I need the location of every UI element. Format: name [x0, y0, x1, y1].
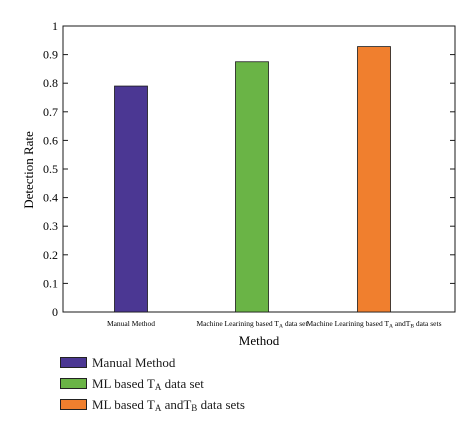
y-tick-label: 0.4 [43, 191, 58, 205]
legend-label: ML based TA andTB data sets [92, 397, 245, 413]
x-tick-label: Machine Learining based TA data set [196, 319, 308, 330]
bar [357, 46, 391, 313]
y-tick-label: 0 [52, 305, 58, 319]
y-axis: 0 0.1 0.2 0.3 0.4 0.5 0.6 0.7 0.8 0.9 1 [43, 19, 455, 319]
legend-swatch [60, 357, 87, 368]
x-axis-title: Method [239, 333, 280, 348]
y-tick-label: 0.5 [43, 162, 58, 176]
legend-label: Manual Method [92, 355, 176, 370]
x-axis-categories: Manual Method Machine Learining based TA … [107, 319, 442, 330]
y-tick-label: 0.7 [43, 105, 58, 119]
legend-swatch [60, 399, 87, 410]
legend-label: ML based TA data set [92, 376, 204, 392]
bars [114, 46, 391, 313]
y-tick-label: 0.8 [43, 76, 58, 90]
bar [114, 85, 148, 313]
legend-swatch [60, 378, 87, 389]
bar [235, 61, 269, 313]
x-tick-label: Machine Learining based TA andTB data se… [307, 319, 442, 330]
y-tick-label: 0.6 [43, 133, 58, 147]
y-tick-label: 0.9 [43, 48, 58, 62]
y-axis-title: Detection Rate [21, 131, 36, 209]
y-tick-label: 0.2 [43, 248, 58, 262]
x-tick-label: Manual Method [107, 319, 155, 328]
y-tick-label: 1 [52, 19, 58, 33]
y-tick-label: 0.1 [43, 276, 58, 290]
y-tick-label: 0.3 [43, 219, 58, 233]
